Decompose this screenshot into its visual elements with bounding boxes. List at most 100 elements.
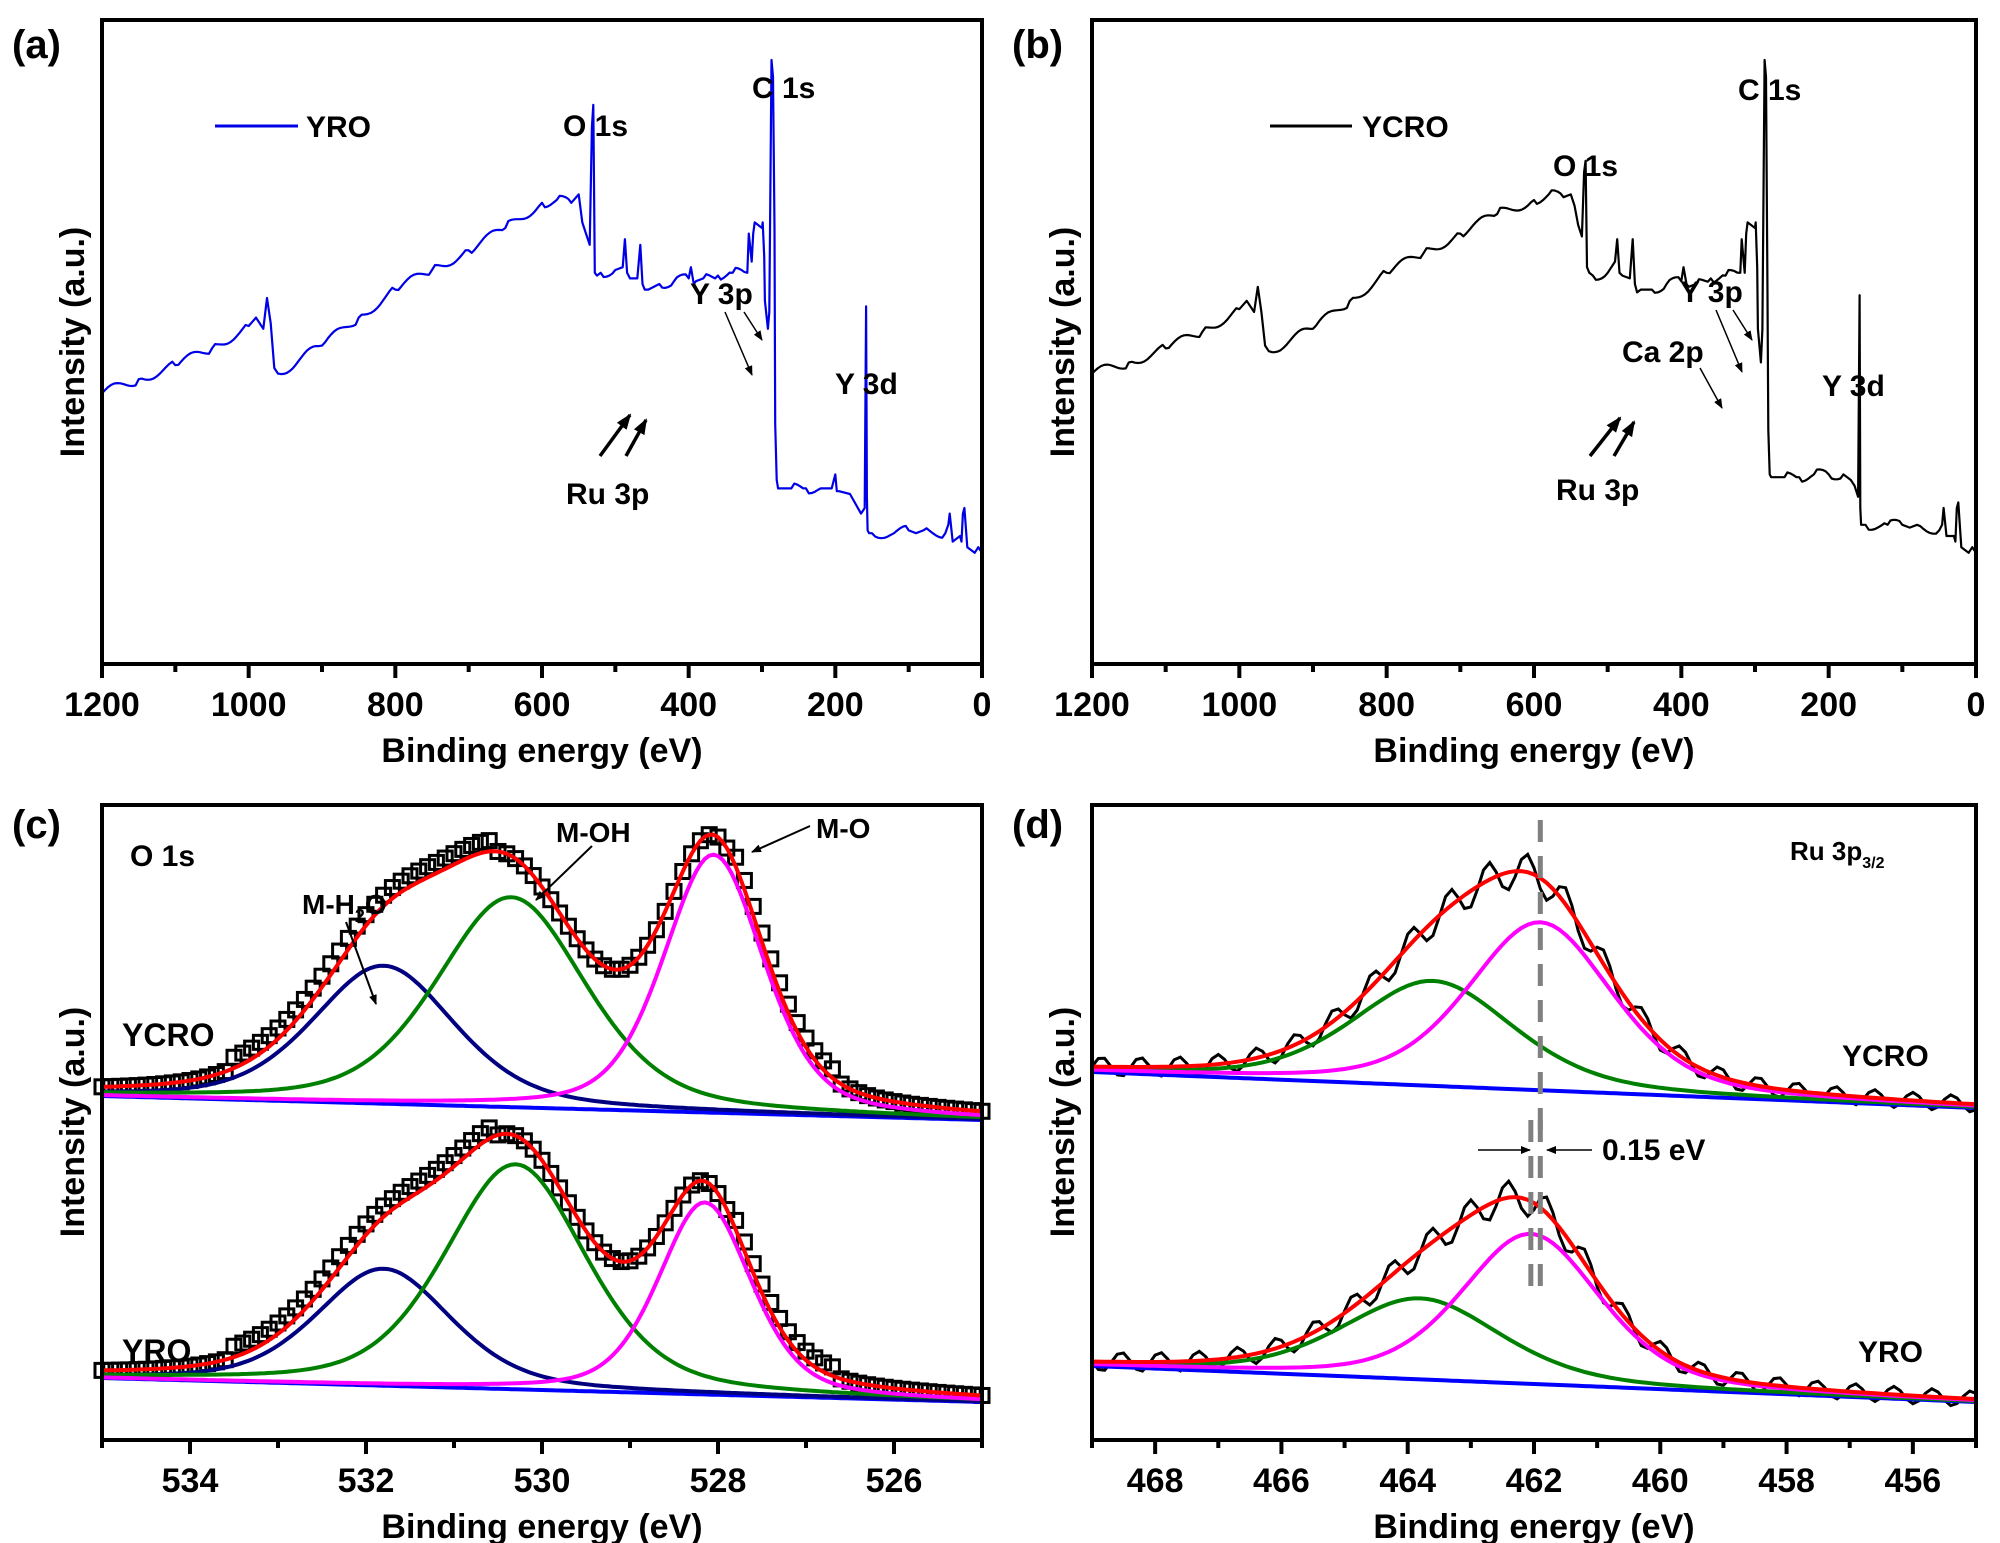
panel-a-annot-o1s: O 1s: [563, 110, 628, 143]
data-point: [647, 1227, 665, 1245]
panel-c-frame: [100, 803, 984, 1442]
raw-data-ycro: [1090, 852, 1977, 1114]
panel-b-arrow-ru3p-2: [1612, 420, 1636, 457]
data-point: [471, 833, 489, 851]
data-point: [463, 836, 481, 854]
data-point: [533, 1151, 551, 1169]
data-point: [639, 936, 657, 954]
data-point: [656, 902, 674, 920]
data-point: [656, 1214, 674, 1232]
panel-b-frame: [1090, 18, 1978, 666]
panel-a-annot-ru3p: Ru 3p: [566, 478, 649, 511]
data-point: [577, 1222, 595, 1240]
panel-b-annot-o1s: O 1s: [1553, 150, 1618, 183]
x-tick-label: 1000: [1202, 686, 1278, 724]
data-point: [410, 862, 428, 880]
data-point: [436, 849, 454, 867]
data-point: [665, 882, 683, 900]
component-low-be-yro: [1091, 1231, 1977, 1402]
panel-c-arrow-mo: [751, 825, 811, 853]
component-m-h2o-yro: [102, 1266, 983, 1404]
panel-b-legend-label: YCRO: [1362, 111, 1449, 144]
envelope-ycro: [101, 832, 983, 1114]
data-point: [551, 904, 569, 922]
x-tick-label: 0: [1967, 686, 1986, 724]
data-point: [577, 941, 595, 959]
panel-b-arrow-ca2p: [1699, 367, 1723, 409]
panel-a-arrow-ru3p-1: [598, 413, 632, 458]
panel-c-arrow-moh: [535, 845, 593, 901]
x-tick-label: 458: [1758, 1462, 1815, 1500]
component-m-oh-ycro: [102, 895, 983, 1120]
panel-a-ticks: 1200 1000 800 600 400 200 0: [64, 664, 991, 724]
panel-a-series: [101, 58, 983, 554]
panel-a-ylabel: Intensity (a.u.): [54, 227, 92, 457]
data-point: [524, 1140, 542, 1158]
data-point: [445, 845, 463, 863]
panel-c-arrow-mh2o: [345, 921, 377, 1005]
panel-a: (a) 1200 1000 800 600 400 200 0 Binding energy…: [12, 18, 991, 770]
data-point: [392, 872, 410, 890]
data-point: [674, 862, 692, 880]
panel-a-frame: [100, 18, 984, 666]
x-tick-label: 462: [1506, 1462, 1563, 1500]
x-tick-label: 800: [367, 686, 424, 724]
data-point: [542, 1164, 560, 1182]
panel-c-sample-yro: YRO: [122, 1333, 191, 1369]
series-ycro-line: [1091, 58, 1977, 554]
panel-b-annot-c1s: C 1s: [1738, 74, 1801, 107]
panel-a-annot-c1s: C 1s: [752, 72, 815, 105]
data-point: [357, 1215, 375, 1233]
data-point: [603, 1250, 621, 1268]
x-tick-label: 466: [1253, 1462, 1310, 1500]
x-tick-label: 460: [1632, 1462, 1689, 1500]
background-ycro: [1091, 1070, 1977, 1110]
x-tick-label: 464: [1379, 1462, 1436, 1500]
x-tick-label: 400: [1653, 686, 1710, 724]
panel-d: (d) 468 466 464 462 460 458 456 Binding energy…: [1012, 803, 1978, 1543]
panel-c: (c) 534 532 530 528 526 Binding energy (eV) …: [12, 803, 991, 1543]
data-point: [568, 930, 586, 948]
panel-d-title: Ru 3p3/2: [1790, 836, 1885, 872]
x-tick-label: 200: [807, 686, 864, 724]
panel-b-annot-ru3p: Ru 3p: [1556, 474, 1639, 507]
panel-d-ylabel: Intensity (a.u.): [1044, 1007, 1082, 1237]
data-point: [559, 917, 577, 935]
data-point: [454, 840, 472, 858]
data-point: [718, 1201, 736, 1219]
data-point: [700, 1175, 718, 1193]
panel-a-label: (a): [12, 23, 61, 67]
data-point: [234, 1334, 252, 1352]
panel-c-sample-ycro: YCRO: [122, 1017, 214, 1053]
panel-a-annot-y3d: Y 3d: [835, 368, 898, 401]
data-point: [515, 857, 533, 875]
x-tick-label: 1200: [64, 686, 140, 724]
panel-a-arrow-y3p-1: [724, 311, 753, 376]
panel-b: (b) 1200 1000 800 600 400 200 0 Binding energy…: [1012, 18, 1985, 770]
x-tick-label: 528: [690, 1462, 747, 1500]
panel-c-annot-mh2o: M-H2O: [302, 889, 387, 926]
panel-c-ticks: 534 532 530 528 526: [100, 1440, 984, 1500]
series-yro-line: [101, 58, 983, 554]
panel-b-label: (b): [1012, 23, 1063, 67]
data-point: [366, 895, 384, 913]
data-point: [287, 1299, 305, 1317]
data-point: [225, 1048, 243, 1066]
component-high-be-yro: [1091, 1296, 1977, 1404]
data-point: [480, 832, 498, 850]
panel-d-ticks: 468 466 464 462 460 458 456: [1090, 1440, 1978, 1500]
data-point: [427, 853, 445, 871]
panel-b-annot-y3p: Y 3p: [1680, 276, 1743, 309]
panel-d-label: (d): [1012, 803, 1063, 847]
data-point: [559, 1194, 577, 1212]
component-m-o-ycro: [101, 852, 983, 1118]
x-tick-label: 600: [1506, 686, 1563, 724]
x-tick-label: 530: [514, 1462, 571, 1500]
data-point: [401, 867, 419, 885]
x-tick-label: 532: [338, 1462, 395, 1500]
data-point: [709, 1185, 727, 1203]
panel-b-ticks: 1200 1000 800 600 400 200 0: [1054, 664, 1985, 724]
data-point: [630, 948, 648, 966]
panel-c-annot-mo: M-O: [816, 813, 870, 844]
